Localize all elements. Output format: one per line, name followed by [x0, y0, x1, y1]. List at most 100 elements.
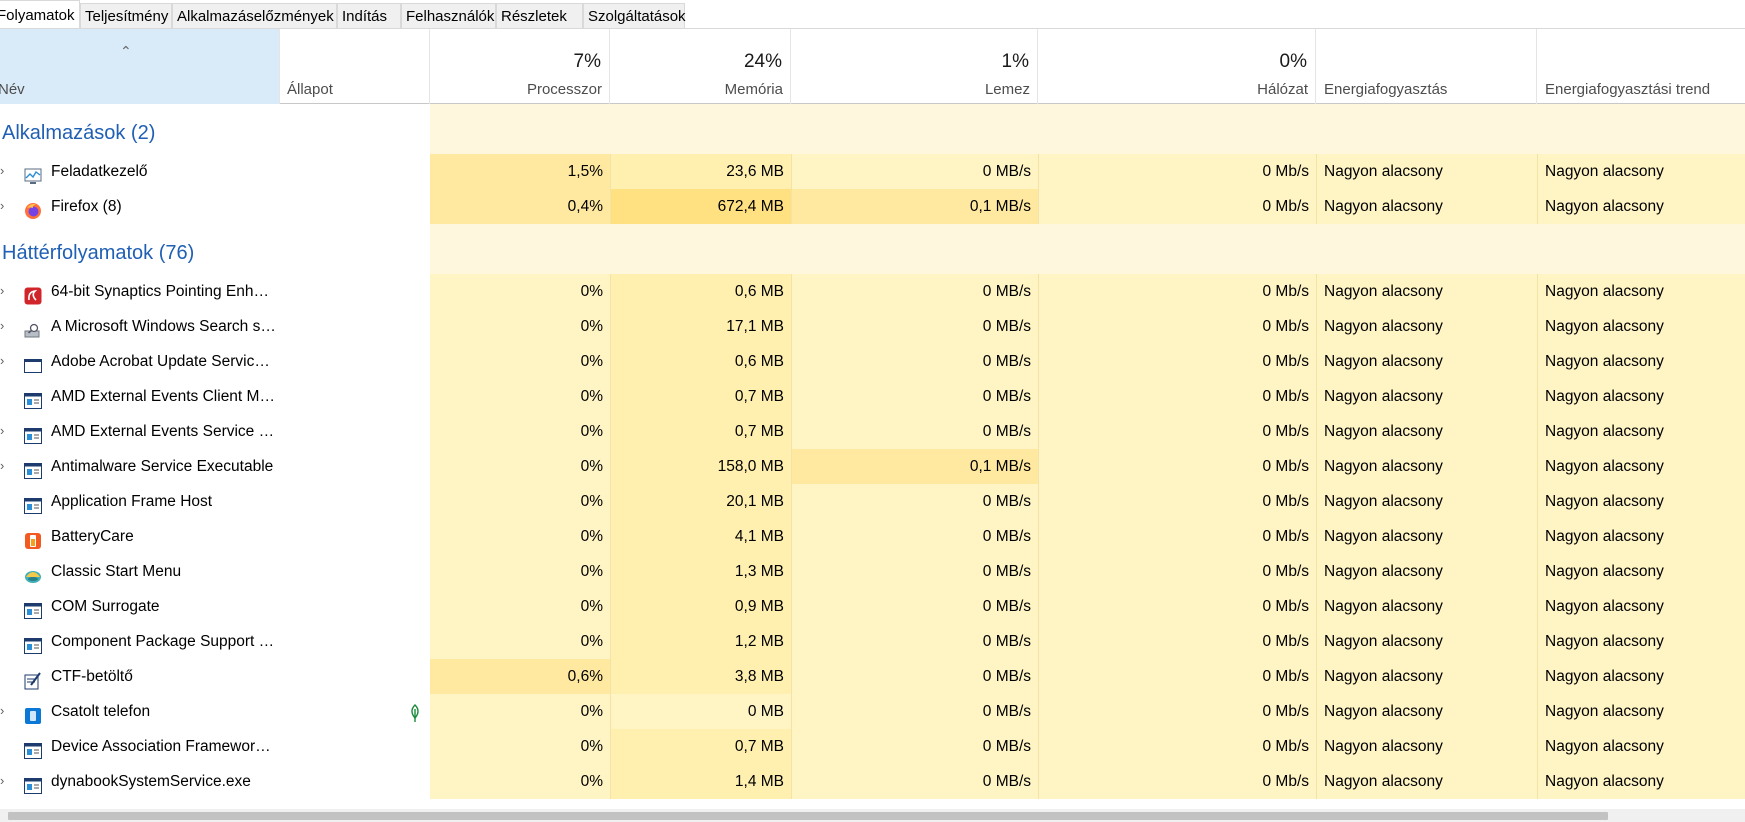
- column-divider: [1038, 764, 1039, 799]
- table-row[interactable]: › A Microsoft Windows Search sz... 0% 17,1 …: [0, 309, 1745, 344]
- memory-cell: 3,8 MB: [610, 659, 791, 694]
- network-cell: 0 Mb/s: [1038, 519, 1316, 554]
- process-name-cell: › 64-bit Synaptics Pointing Enhan...: [0, 274, 280, 309]
- column-divider: [791, 484, 792, 519]
- column-divider: [610, 659, 611, 694]
- process-status-cell: [280, 764, 430, 799]
- disk-cell: 0 MB/s: [791, 519, 1038, 554]
- column-divider: [1537, 344, 1538, 379]
- column-header-cpu[interactable]: 7% Processzor: [430, 29, 610, 104]
- power-trend-cell: Nagyon alacsony: [1537, 449, 1745, 484]
- tab-6[interactable]: Szolgáltatások: [583, 3, 686, 28]
- phone-link-icon: [24, 703, 42, 724]
- column-divider: [1537, 414, 1538, 449]
- table-row[interactable]: › Feladatkezelő 1,5% 23,6 MB 0 MB/s 0 Mb/s Nag…: [0, 154, 1745, 189]
- column-divider: [610, 484, 611, 519]
- column-divider: [1316, 659, 1317, 694]
- column-divider: [1316, 309, 1317, 344]
- column-divider: [1537, 154, 1538, 189]
- table-row[interactable]: Application Frame Host 0% 20,1 MB 0 MB/s 0 M…: [0, 484, 1745, 519]
- power-cell: Nagyon alacsony: [1316, 484, 1537, 519]
- process-name-cell: › Feladatkezelő: [0, 154, 280, 189]
- column-divider: [1316, 344, 1317, 379]
- table-row[interactable]: › 64-bit Synaptics Pointing Enhan... 0% 0,6…: [0, 274, 1745, 309]
- cpu-cell: 0,6%: [430, 659, 610, 694]
- column-header-label: Lemez: [984, 81, 1030, 98]
- horizontal-scrollbar[interactable]: [0, 809, 1745, 822]
- memory-cell: 158,0 MB: [610, 449, 791, 484]
- chevron-right-icon[interactable]: ›: [0, 283, 5, 298]
- network-cell: 0 Mb/s: [1038, 764, 1316, 799]
- table-row[interactable]: › Antimalware Service Executable 0% 158,0 M…: [0, 449, 1745, 484]
- column-divider: [1038, 624, 1039, 659]
- network-cell: 0 Mb/s: [1038, 484, 1316, 519]
- column-divider: [791, 729, 792, 764]
- service-app-icon: [24, 493, 42, 514]
- tab-1[interactable]: Teljesítmény: [80, 3, 172, 28]
- shell-icon: [24, 563, 42, 583]
- column-header-disk[interactable]: 1% Lemez: [791, 29, 1038, 104]
- chevron-right-icon[interactable]: ›: [0, 458, 5, 473]
- column-divider: [1038, 189, 1039, 224]
- scrollbar-thumb[interactable]: [8, 812, 1608, 820]
- process-name-cell: › dynabookSystemService.exe: [0, 764, 280, 799]
- column-header-power-trend[interactable]: Energiafogyasztási trend: [1537, 29, 1745, 104]
- process-status-cell: [280, 554, 430, 589]
- process-name-cell: CTF-betöltő: [0, 659, 280, 694]
- cpu-cell: 0%: [430, 309, 610, 344]
- memory-cell: 0,7 MB: [610, 729, 791, 764]
- memory-cell: 17,1 MB: [610, 309, 791, 344]
- column-divider: [1316, 189, 1317, 224]
- column-header-label: Hálózat: [1257, 81, 1308, 98]
- tab-0[interactable]: Folyamatok: [0, 0, 80, 28]
- column-header-network[interactable]: 0% Hálózat: [1038, 29, 1316, 104]
- table-row[interactable]: › Adobe Acrobat Update Service ... 0% 0,6 M…: [0, 344, 1745, 379]
- column-header-power[interactable]: Energiafogyasztás: [1316, 29, 1537, 104]
- table-row[interactable]: Classic Start Menu 0% 1,3 MB 0 MB/s 0 Mb/s Na…: [0, 554, 1745, 589]
- table-row[interactable]: CTF-betöltő 0,6% 3,8 MB 0 MB/s 0 Mb/s Nagyon …: [0, 659, 1745, 694]
- column-divider: [1537, 554, 1538, 589]
- chevron-right-icon[interactable]: ›: [0, 423, 5, 438]
- column-divider: [1316, 519, 1317, 554]
- chevron-right-icon[interactable]: ›: [0, 703, 5, 718]
- table-row[interactable]: BatteryCare 0% 4,1 MB 0 MB/s 0 Mb/s Nagyon al…: [0, 519, 1745, 554]
- cpu-cell: 0,4%: [430, 189, 610, 224]
- tab-2[interactable]: Alkalmazáselőzmények: [172, 3, 337, 28]
- column-divider: [610, 729, 611, 764]
- column-divider: [791, 379, 792, 414]
- leaf-icon: [407, 701, 423, 722]
- column-divider: [1316, 449, 1317, 484]
- process-status-cell: [280, 694, 430, 729]
- group-header[interactable]: Háttérfolyamatok (76): [0, 224, 1745, 274]
- column-header-status[interactable]: Állapot: [280, 29, 430, 104]
- column-header-name[interactable]: ⌃ Név: [0, 29, 280, 104]
- chevron-right-icon[interactable]: ›: [0, 318, 5, 333]
- table-row[interactable]: › dynabookSystemService.exe 0% 1,4 MB 0 MB/s…: [0, 764, 1745, 799]
- tab-5[interactable]: Részletek: [496, 3, 583, 28]
- cpu-cell: 0%: [430, 729, 610, 764]
- column-divider: [791, 344, 792, 379]
- group-header[interactable]: Alkalmazások (2): [0, 104, 1745, 154]
- table-row[interactable]: Device Association Framework ... 0% 0,7 MB…: [0, 729, 1745, 764]
- column-headers: ⌃ Név Állapot 7% Processzor 24% Memória …: [0, 29, 1745, 104]
- column-divider: [1038, 344, 1039, 379]
- table-row[interactable]: › Csatolt telefon 0% 0 MB 0 MB/s 0 Mb/s Nagyon…: [0, 694, 1745, 729]
- process-name-cell: › AMD External Events Service M...: [0, 414, 280, 449]
- table-row[interactable]: AMD External Events Client Mo... 0% 0,7 MB…: [0, 379, 1745, 414]
- column-divider: [791, 274, 792, 309]
- chevron-right-icon[interactable]: ›: [0, 353, 5, 368]
- table-row[interactable]: › Firefox (8) 0,4% 672,4 MB 0,1 MB/s 0 Mb/s Na…: [0, 189, 1745, 224]
- table-row[interactable]: › AMD External Events Service M... 0% 0,7 M…: [0, 414, 1745, 449]
- column-divider: [1537, 309, 1538, 344]
- network-cell: 0 Mb/s: [1038, 554, 1316, 589]
- process-name: BatteryCare: [51, 528, 134, 545]
- chevron-right-icon[interactable]: ›: [0, 198, 5, 213]
- tab-4[interactable]: Felhasználók: [401, 3, 496, 28]
- chevron-right-icon[interactable]: ›: [0, 163, 5, 178]
- table-row[interactable]: Component Package Support Se... 0% 1,2 MB 0…: [0, 624, 1745, 659]
- tab-3[interactable]: Indítás: [337, 3, 401, 28]
- table-row[interactable]: COM Surrogate 0% 0,9 MB 0 MB/s 0 Mb/s Nagyon …: [0, 589, 1745, 624]
- chevron-right-icon[interactable]: ›: [0, 773, 5, 788]
- network-cell: 0 Mb/s: [1038, 379, 1316, 414]
- column-header-memory[interactable]: 24% Memória: [610, 29, 791, 104]
